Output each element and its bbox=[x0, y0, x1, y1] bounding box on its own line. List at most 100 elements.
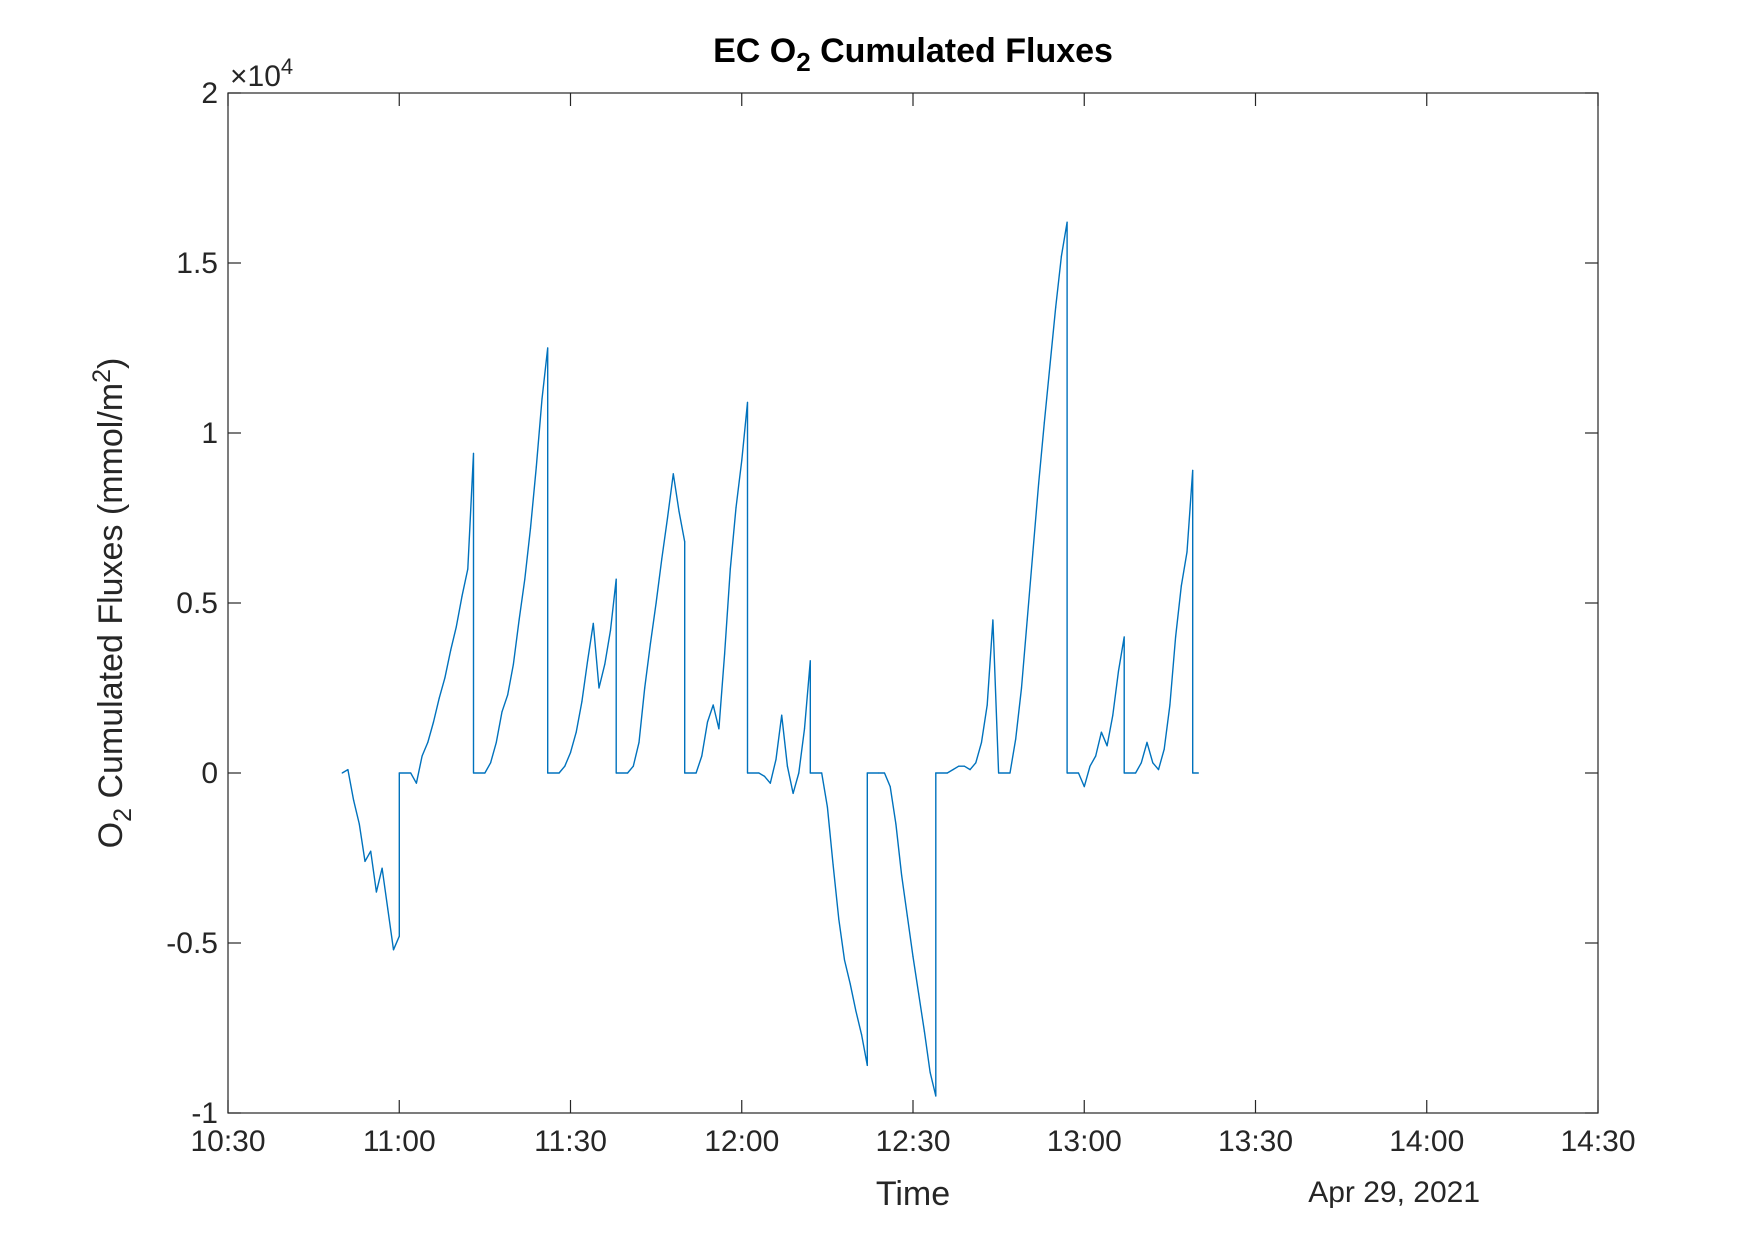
data-point bbox=[529, 527, 532, 529]
data-point bbox=[832, 864, 834, 866]
data-point bbox=[849, 983, 851, 985]
data-point bbox=[1083, 786, 1085, 788]
data-point bbox=[803, 728, 806, 730]
data-point bbox=[535, 466, 537, 468]
data-point bbox=[432, 721, 435, 723]
data-point bbox=[512, 663, 515, 665]
data-point bbox=[455, 626, 457, 628]
data-point bbox=[718, 728, 720, 730]
series-layer bbox=[341, 221, 1199, 1097]
x-tick-label: 13:30 bbox=[1218, 1125, 1293, 1158]
data-point bbox=[638, 741, 640, 744]
data-point bbox=[1100, 731, 1102, 733]
data-point bbox=[1135, 772, 1137, 774]
y-axis-label-subscript: 2 bbox=[109, 808, 137, 822]
data-point bbox=[992, 619, 994, 621]
x-secondary-label: Apr 29, 2021 bbox=[1308, 1176, 1480, 1209]
y-axis: -1 -0.5 0 0.5 1 1.5 2 bbox=[166, 77, 1598, 1130]
data-point bbox=[809, 772, 811, 774]
data-point bbox=[781, 714, 783, 716]
data-point bbox=[1192, 772, 1194, 774]
data-point bbox=[398, 935, 400, 937]
data-point bbox=[946, 772, 948, 774]
data-point bbox=[421, 755, 423, 757]
y-axis-label: O2 Cumulated Fluxes (mmol/m2) bbox=[88, 358, 137, 849]
x-axis: 10:30 11:00 11:30 12:00 12:30 13:00 13:30 14:00… bbox=[190, 93, 1636, 1158]
data-point bbox=[918, 993, 920, 995]
data-point bbox=[1197, 772, 1199, 774]
data-point bbox=[901, 874, 903, 876]
data-point bbox=[364, 860, 366, 863]
data-point bbox=[615, 772, 617, 774]
data-point bbox=[632, 765, 634, 767]
y-tick-label: -0.5 bbox=[166, 927, 218, 960]
data-point bbox=[1066, 772, 1068, 774]
data-point bbox=[969, 769, 971, 771]
data-point bbox=[952, 769, 954, 771]
data-point bbox=[410, 772, 412, 774]
data-point bbox=[581, 701, 583, 703]
data-point bbox=[701, 755, 703, 757]
data-point bbox=[484, 772, 486, 774]
data-point bbox=[490, 762, 492, 764]
data-point bbox=[695, 772, 697, 774]
data-point bbox=[746, 772, 749, 774]
data-point bbox=[724, 653, 726, 655]
data-point bbox=[798, 772, 800, 774]
data-point bbox=[998, 772, 1000, 774]
data-point bbox=[792, 792, 794, 795]
data-point bbox=[935, 1095, 937, 1097]
data-point bbox=[587, 660, 589, 662]
data-point bbox=[1146, 741, 1148, 744]
data-point bbox=[786, 765, 789, 767]
plot-area bbox=[227, 92, 1599, 1114]
data-point bbox=[1157, 769, 1160, 771]
data-point bbox=[866, 772, 868, 774]
data-point bbox=[370, 850, 372, 852]
data-point bbox=[746, 401, 749, 403]
data-point bbox=[547, 347, 549, 349]
data-point bbox=[398, 772, 400, 774]
data-point bbox=[1009, 772, 1011, 774]
data-point bbox=[986, 704, 988, 706]
data-point bbox=[809, 660, 811, 662]
data-point bbox=[507, 694, 509, 696]
data-point bbox=[575, 731, 577, 733]
chart-title-after: Cumulated Fluxes bbox=[811, 32, 1113, 70]
data-point bbox=[598, 687, 600, 689]
data-point bbox=[1123, 772, 1125, 774]
y-axis-label-c: ) bbox=[92, 358, 130, 369]
data-point bbox=[375, 891, 377, 893]
x-tick-label: 11:30 bbox=[534, 1125, 607, 1158]
data-point bbox=[592, 622, 594, 625]
data-point bbox=[518, 619, 520, 621]
x-tick-label: 14:00 bbox=[1389, 1125, 1464, 1158]
data-point bbox=[524, 578, 526, 580]
data-point bbox=[461, 595, 463, 597]
data-point bbox=[341, 772, 343, 774]
data-point bbox=[672, 473, 674, 475]
x-tick-label: 11:00 bbox=[363, 1125, 436, 1158]
data-point bbox=[1112, 714, 1114, 716]
data-point bbox=[501, 711, 503, 713]
data-point bbox=[895, 823, 897, 825]
data-point bbox=[472, 452, 475, 454]
data-point bbox=[381, 867, 383, 869]
y-axis-label-a: O bbox=[92, 822, 130, 848]
data-point bbox=[387, 908, 389, 910]
data-point bbox=[495, 741, 497, 744]
y-tick-label: 0 bbox=[201, 757, 218, 790]
x-tick-label: 12:30 bbox=[875, 1125, 950, 1158]
x-tick-label: 10:30 bbox=[190, 1125, 265, 1158]
data-point bbox=[1095, 755, 1097, 757]
data-point bbox=[347, 769, 349, 771]
data-point bbox=[706, 721, 709, 723]
data-point bbox=[444, 677, 446, 679]
data-point bbox=[923, 1030, 926, 1032]
data-point bbox=[741, 459, 743, 461]
data-point bbox=[975, 762, 977, 764]
data-point bbox=[878, 772, 880, 774]
data-point bbox=[1123, 636, 1125, 638]
data-point bbox=[883, 772, 886, 774]
